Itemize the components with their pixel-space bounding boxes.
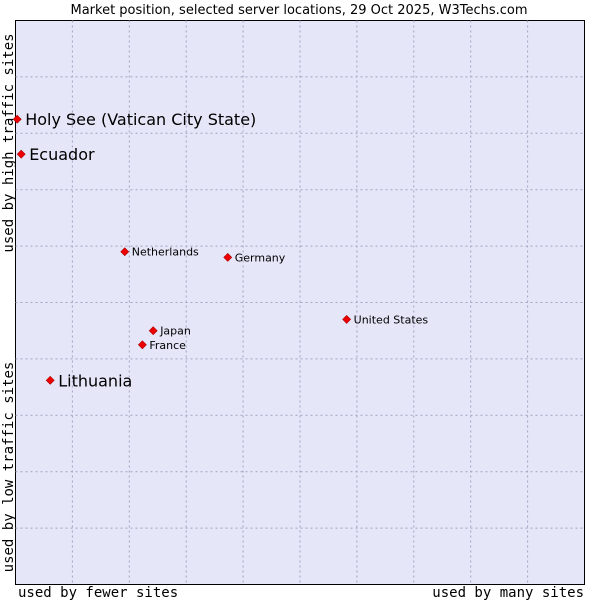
y-axis-label-low: used by low traffic sites xyxy=(1,362,17,573)
point-label-netherlands: Netherlands xyxy=(132,246,199,259)
point-label-germany: Germany xyxy=(235,251,286,264)
point-label-ecuador: Ecuador xyxy=(29,145,95,164)
point-netherlands xyxy=(120,247,130,257)
point-germany xyxy=(223,252,233,262)
x-axis-label-left: used by fewer sites xyxy=(18,585,178,600)
y-axis-label-high: used by high traffic sites xyxy=(1,33,17,252)
point-ecuador xyxy=(16,149,26,159)
point-label-lithuania: Lithuania xyxy=(58,371,132,390)
data-points: Holy See (Vatican City State) Ecuador Neth… xyxy=(12,110,429,390)
point-label-holy-see-vatican-city-state: Holy See (Vatican City State) xyxy=(25,110,256,129)
grid xyxy=(15,20,585,585)
x-axis-label-right: used by many sites xyxy=(432,585,584,600)
point-lithuania xyxy=(45,375,55,385)
point-label-united-states: United States xyxy=(354,313,429,326)
chart-title: Market position, selected server locatio… xyxy=(70,3,527,18)
point-france xyxy=(137,340,147,350)
point-holy-see-vatican-city-state xyxy=(12,114,22,124)
point-label-japan: Japan xyxy=(159,325,191,338)
point-japan xyxy=(148,326,158,336)
point-label-france: France xyxy=(149,339,186,352)
point-united-states xyxy=(342,314,352,324)
